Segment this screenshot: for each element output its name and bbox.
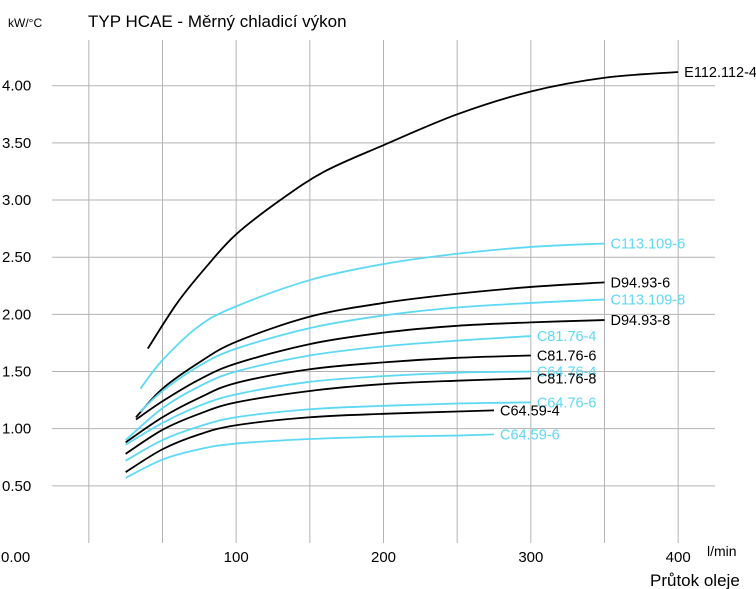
y-axis-unit-label: kW/°C bbox=[8, 16, 42, 30]
series-line bbox=[125, 409, 495, 473]
x-axis-title: Průtok oleje bbox=[650, 571, 740, 589]
x-tick-label: 400 bbox=[666, 549, 691, 566]
x-tick-label: 200 bbox=[371, 549, 396, 566]
series-label: C113.109-8 bbox=[611, 293, 686, 309]
y-tick-label: 4.00 bbox=[2, 78, 31, 95]
series-line bbox=[125, 370, 531, 446]
series-line bbox=[139, 242, 605, 390]
series-line bbox=[125, 354, 531, 444]
series-label: C64.76-4 bbox=[537, 365, 597, 381]
series-line bbox=[125, 377, 531, 455]
chart-title: TYP HCAE - Měrný chladicí výkon bbox=[88, 12, 347, 31]
series-label: D94.93-6 bbox=[611, 275, 671, 291]
series-line bbox=[125, 433, 495, 479]
y-tick-label: 1.00 bbox=[2, 421, 31, 438]
grid bbox=[52, 40, 715, 543]
series-label: C64.76-6 bbox=[537, 395, 597, 411]
series-line bbox=[125, 401, 531, 462]
series-label: D94.93-8 bbox=[611, 313, 671, 329]
series-line bbox=[135, 281, 605, 418]
series-label: C81.76-4 bbox=[537, 329, 597, 345]
series-line bbox=[125, 335, 531, 441]
series-line bbox=[147, 71, 679, 350]
series-line bbox=[135, 319, 605, 421]
series-label: C81.76-8 bbox=[537, 371, 597, 387]
series-lines bbox=[125, 71, 679, 479]
x-axis-unit-label: l/min bbox=[707, 543, 737, 559]
y-tick-label: 3.00 bbox=[2, 192, 31, 209]
x-tick-label: 300 bbox=[518, 549, 543, 566]
series-label: E112.112-4 bbox=[684, 65, 756, 81]
y-tick-label: 3.50 bbox=[2, 135, 31, 152]
series-labels: E112.112-4 C113.109-6 D94.93-6 C113.109-8 D9… bbox=[500, 65, 756, 443]
y-tick-label: 1.50 bbox=[2, 364, 31, 381]
axes: 0.50 1.00 1.50 2.00 2.50 3.00 3.50 4.00 100 200 30… bbox=[2, 78, 691, 566]
series-line bbox=[139, 298, 605, 413]
series-label: C64.59-4 bbox=[500, 403, 560, 419]
series-label: C81.76-6 bbox=[537, 349, 597, 365]
series-label: C113.109-6 bbox=[611, 236, 686, 252]
origin-tick-label: 0.00 bbox=[1, 549, 30, 566]
series-label: C64.59-6 bbox=[500, 427, 560, 443]
y-tick-label: 2.00 bbox=[2, 306, 31, 323]
x-tick-label: 100 bbox=[224, 549, 249, 566]
y-tick-label: 2.50 bbox=[2, 249, 31, 266]
y-tick-label: 0.50 bbox=[2, 478, 31, 495]
